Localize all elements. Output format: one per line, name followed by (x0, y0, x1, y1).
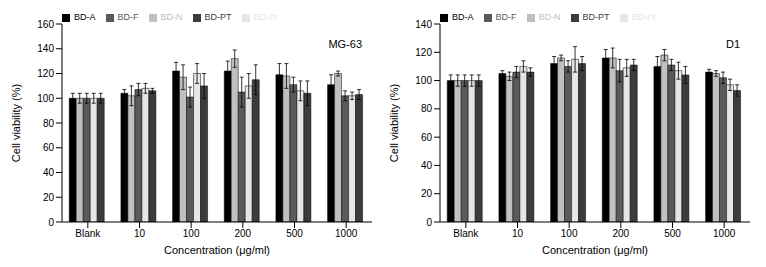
svg-text:0: 0 (426, 217, 432, 228)
html-text:BD-A: BD-A (74, 12, 96, 22)
svg-text:Concentration (μg/ml): Concentration (μg/ml) (542, 244, 648, 256)
html-text:BD-Pr: BD-Pr (631, 12, 656, 22)
svg-text:500: 500 (664, 228, 681, 239)
svg-text:Blank: Blank (75, 228, 101, 239)
svg-text:Cell viability (%): Cell viability (%) (10, 84, 22, 162)
svg-text:10: 10 (512, 228, 524, 239)
html-text:MG-63: MG-63 (328, 38, 362, 50)
html-text:BD-F: BD-F (495, 12, 517, 22)
svg-text:100: 100 (183, 228, 200, 239)
svg-text:80: 80 (421, 103, 433, 114)
html-text:BD-N: BD-N (538, 12, 561, 22)
svg-text:Concentration (μg/ml): Concentration (μg/ml) (164, 244, 270, 256)
svg-text:40: 40 (43, 167, 55, 178)
svg-text:80: 80 (43, 118, 55, 129)
html-text:BD-Pr: BD-Pr (253, 12, 278, 22)
svg-text:1000: 1000 (713, 228, 736, 239)
svg-text:200: 200 (234, 228, 251, 239)
svg-text:140: 140 (37, 43, 54, 54)
svg-text:20: 20 (43, 192, 55, 203)
svg-text:1000: 1000 (335, 228, 358, 239)
html-text:BD-A: BD-A (452, 12, 474, 22)
svg-text:20: 20 (421, 188, 433, 199)
html-text:BD-N: BD-N (160, 12, 183, 22)
svg-text:100: 100 (37, 93, 54, 104)
html-text:D1: D1 (725, 38, 740, 50)
svg-text:100: 100 (561, 228, 578, 239)
svg-text:60: 60 (421, 132, 433, 143)
svg-text:120: 120 (415, 47, 432, 58)
html-text:BD-PT: BD-PT (582, 12, 610, 22)
svg-text:60: 60 (43, 142, 55, 153)
svg-text:140: 140 (415, 19, 432, 30)
html-text:BD-F: BD-F (117, 12, 139, 22)
html-text:BD-PT: BD-PT (204, 12, 232, 22)
svg-text:200: 200 (612, 228, 629, 239)
svg-text:Cell viability (%): Cell viability (%) (388, 84, 400, 162)
svg-text:160: 160 (37, 19, 54, 30)
svg-text:40: 40 (421, 160, 433, 171)
svg-text:10: 10 (134, 228, 146, 239)
svg-text:500: 500 (286, 228, 303, 239)
svg-text:0: 0 (48, 217, 54, 228)
svg-text:120: 120 (37, 68, 54, 79)
svg-text:100: 100 (415, 75, 432, 86)
svg-text:Blank: Blank (453, 228, 479, 239)
